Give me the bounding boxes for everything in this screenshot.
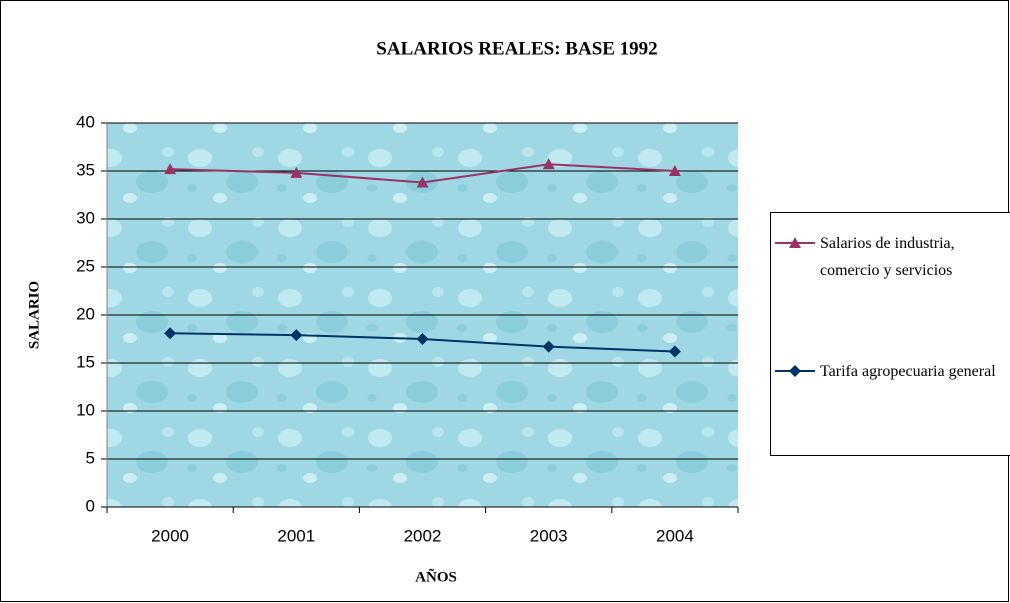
x-tick-label: 2000 <box>151 526 189 545</box>
marker-triangle <box>164 163 177 175</box>
marker-triangle <box>290 166 303 178</box>
marker-diamond <box>416 333 429 345</box>
y-tick-label: 20 <box>76 304 95 323</box>
marker-triangle <box>542 158 555 170</box>
marker-triangle <box>668 165 681 176</box>
chart-title: SALARIOS REALES: BASE 1992 <box>376 38 657 59</box>
y-tick-label: 40 <box>76 112 95 131</box>
y-tick-label: 15 <box>76 352 95 371</box>
y-tick-label: 10 <box>76 400 95 419</box>
marker-triangle <box>416 176 429 188</box>
marker-diamond <box>668 345 681 358</box>
y-tick-label: 0 <box>86 496 95 515</box>
y-tick-label: 30 <box>76 208 95 227</box>
legend-label: Salarios de industria, comercio y servic… <box>820 235 955 279</box>
legend-marker <box>789 237 801 248</box>
y-tick-label: 25 <box>76 256 95 275</box>
y-tick-label: 5 <box>86 448 95 467</box>
legend-box <box>770 212 1010 456</box>
legend-marker <box>789 365 801 377</box>
x-tick-label: 2001 <box>277 526 315 545</box>
x-axis-title: AÑOS <box>415 567 457 585</box>
y-tick-label: 35 <box>76 160 95 179</box>
x-tick-label: 2002 <box>404 526 442 545</box>
marker-diamond <box>542 340 555 353</box>
x-tick-label: 2003 <box>530 526 568 545</box>
y-axis-title: SALARIO <box>26 281 42 349</box>
marker-diamond <box>290 329 303 342</box>
legend-label: Tarifa agropecuaria general <box>820 363 996 380</box>
x-tick-label: 2004 <box>656 526 694 545</box>
marker-diamond <box>164 327 177 340</box>
